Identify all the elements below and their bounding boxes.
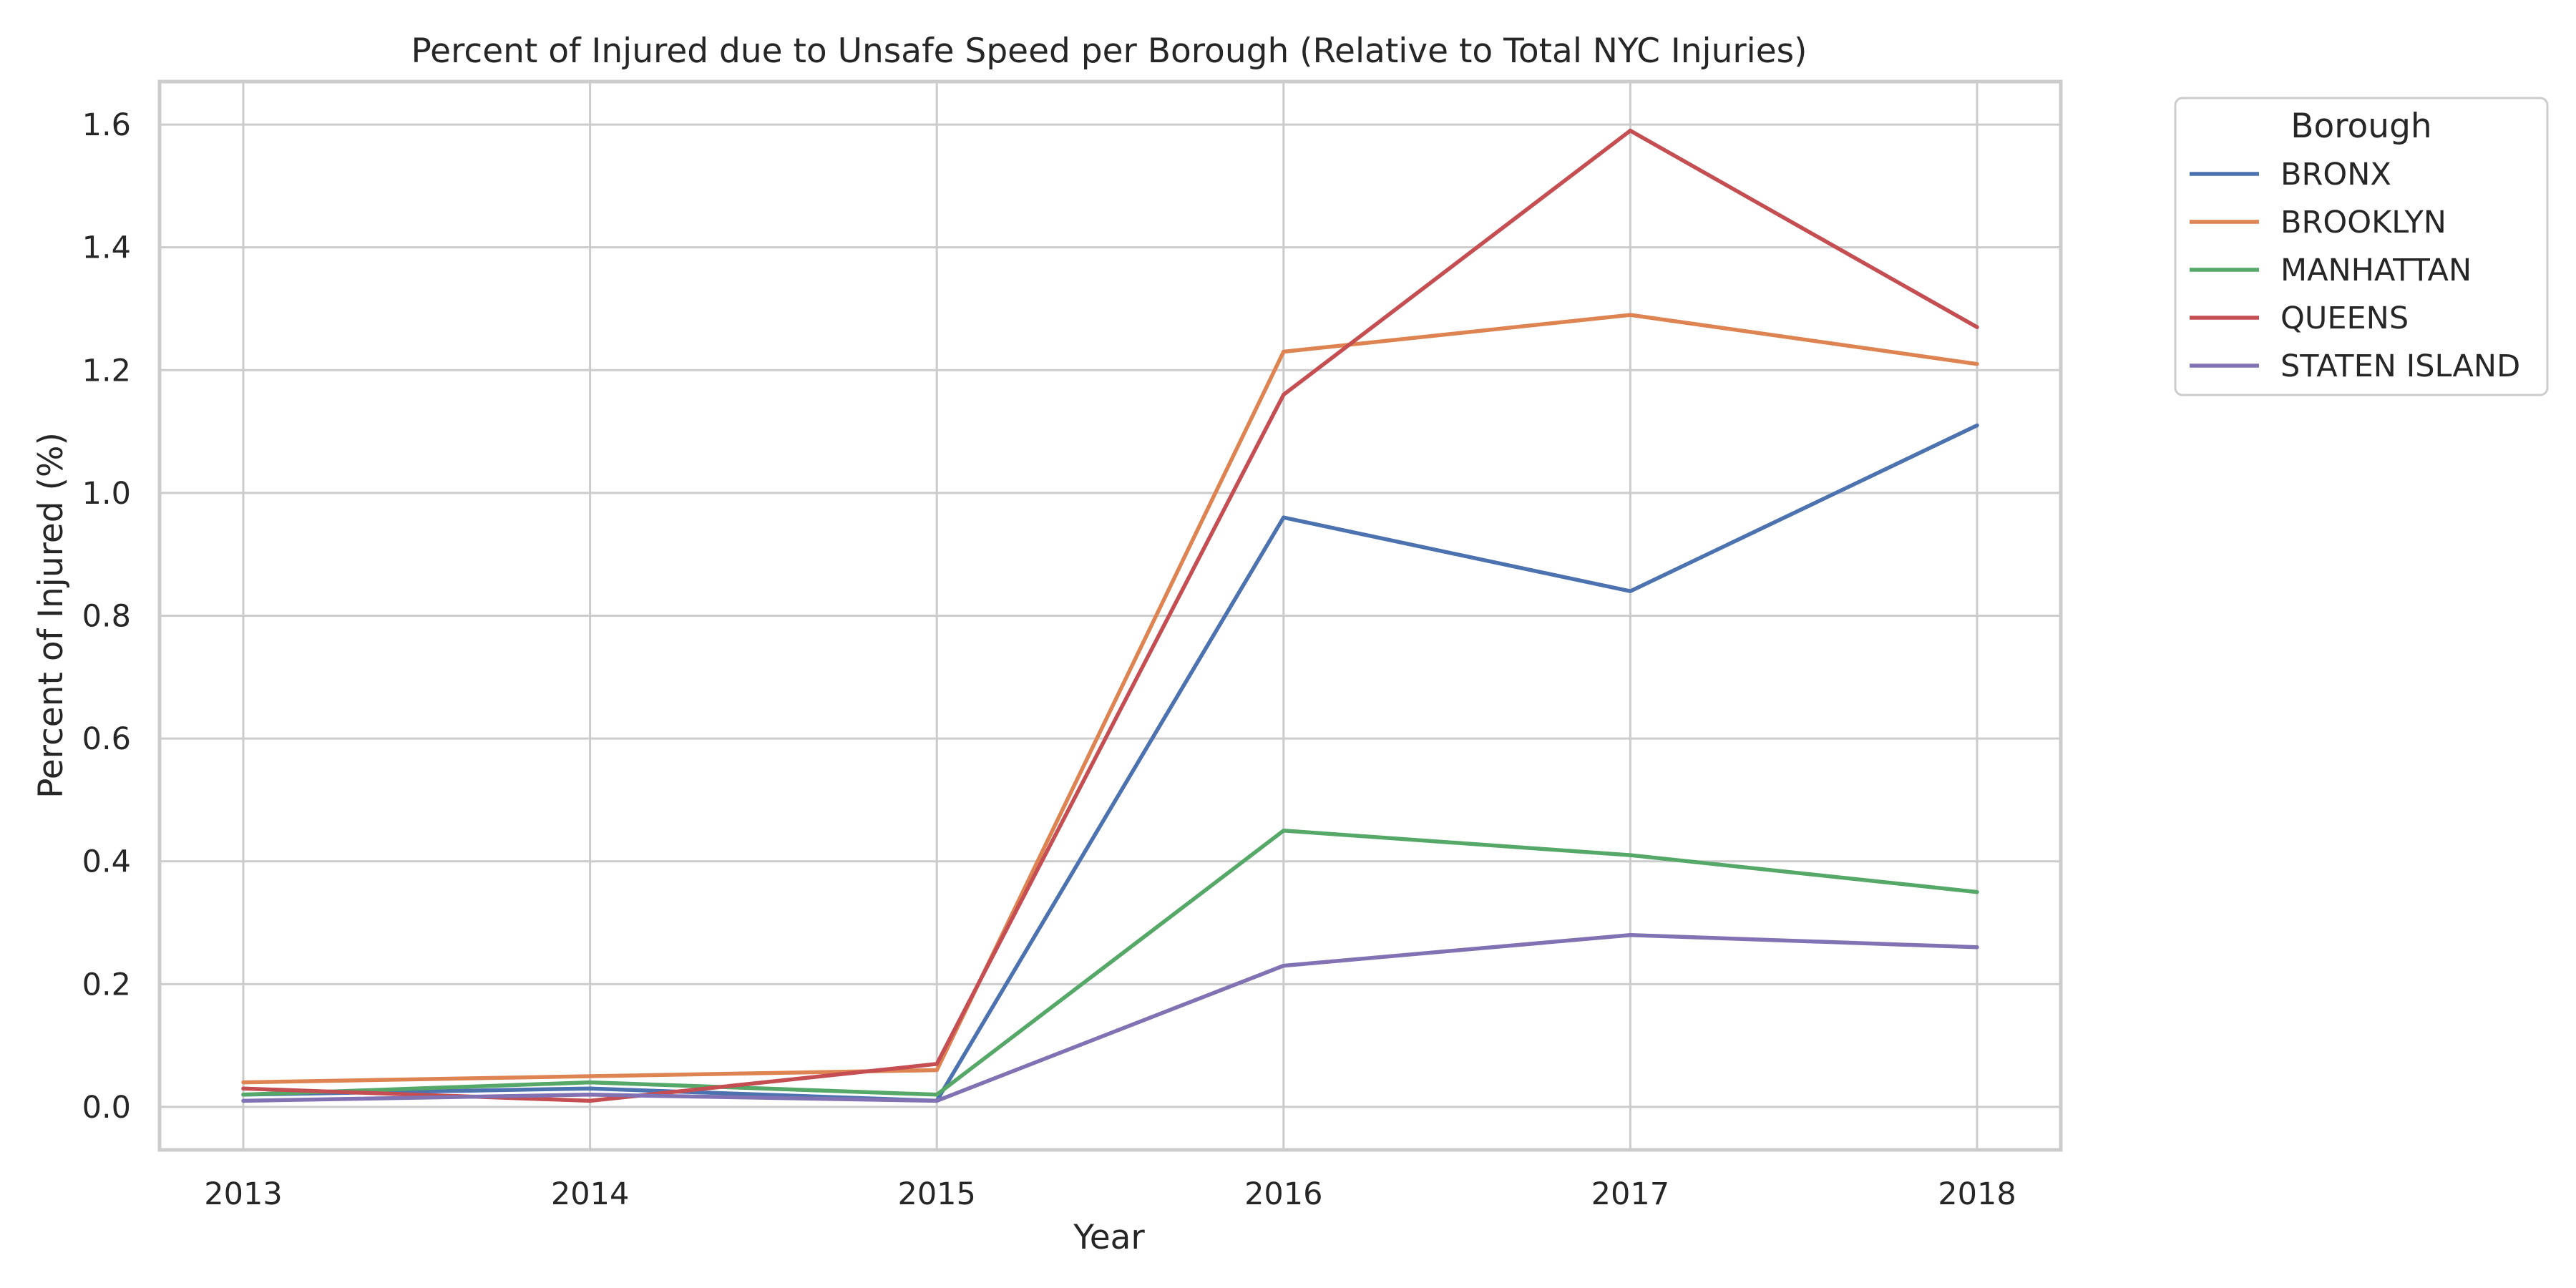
legend: Borough BRONX BROOKLYN MANHATTAN QUEENS STAT… (2174, 97, 2549, 396)
series-lines (241, 128, 1979, 1103)
y-tick-label: 0.6 (82, 721, 131, 757)
x-tick-label: 2014 (551, 1176, 629, 1212)
x-tick-label: 2018 (1938, 1176, 2016, 1212)
legend-label: BROOKLYN (2280, 205, 2446, 240)
series-line (241, 829, 1979, 1097)
x-tick-label: 2016 (1244, 1176, 1322, 1212)
legend-label: MANHATTAN (2280, 253, 2472, 288)
y-tick-label: 1.0 (82, 476, 131, 512)
series-line (241, 313, 1979, 1085)
y-tick-label: 0.2 (82, 967, 131, 1002)
x-axis-ticks: 2013 2014 2015 2016 2017 2018 (204, 1176, 2016, 1212)
grid (160, 82, 2061, 1150)
legend-frame (2174, 97, 2549, 396)
x-tick-label: 2013 (204, 1176, 282, 1212)
series-line (241, 423, 1979, 1103)
y-axis-ticks: 0.0 0.2 0.4 0.6 0.8 1.0 1.2 1.4 1.6 (82, 107, 131, 1126)
y-tick-label: 0.4 (82, 844, 131, 880)
x-tick-label: 2017 (1591, 1176, 1669, 1212)
x-axis-label: Year (1073, 1218, 1145, 1257)
legend-label: STATEN ISLAND (2280, 348, 2520, 384)
legend-label: BRONX (2280, 157, 2391, 192)
x-tick-label: 2015 (897, 1176, 975, 1212)
legend-label: QUEENS (2280, 301, 2409, 336)
chart-title: Percent of Injured due to Unsafe Speed p… (411, 31, 1807, 71)
y-tick-label: 0.0 (82, 1090, 131, 1126)
legend-items: BRONX BROOKLYN MANHATTAN QUEENS STATEN ISLAN… (2190, 157, 2520, 384)
y-tick-label: 0.8 (82, 599, 131, 635)
y-tick-label: 1.6 (82, 107, 131, 143)
series-line (241, 128, 1979, 1103)
y-tick-label: 1.4 (82, 230, 131, 266)
legend-title: Borough (2290, 107, 2431, 146)
y-tick-label: 1.2 (82, 353, 131, 389)
plot-area-frame (157, 79, 2063, 1152)
y-axis-label: Percent of Injured (%) (31, 432, 71, 799)
series-line (241, 932, 1979, 1103)
